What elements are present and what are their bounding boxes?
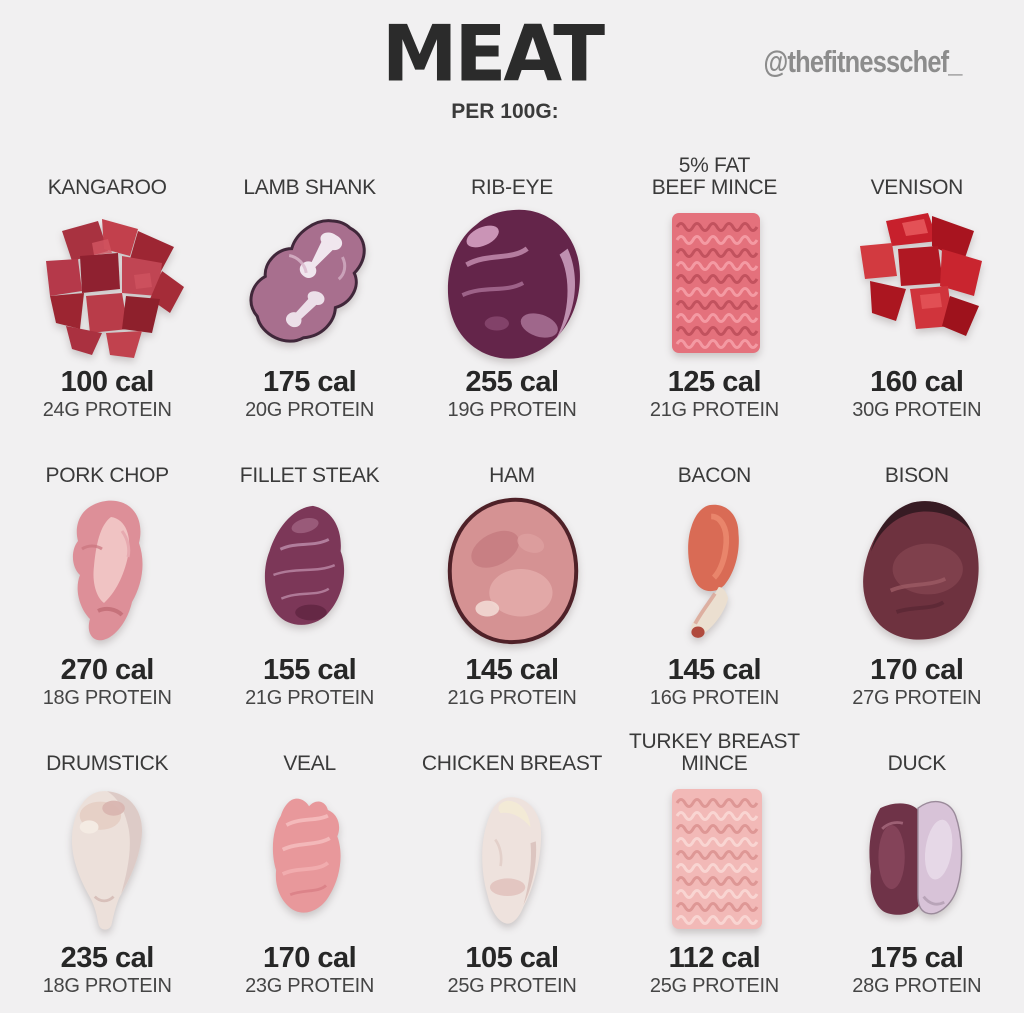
meat-card-fillet-steak: FILLET STEAK 155 cal 21G PROTEIN <box>208 440 410 714</box>
meat-name: LAMB SHANK <box>243 175 376 199</box>
meat-name: 5% FAT BEEF MINCE <box>651 154 778 199</box>
calorie-value: 155 cal <box>262 654 357 686</box>
meat-name: CHICKEN BREAST <box>421 751 603 775</box>
chicken-drumstick-icon <box>72 791 143 930</box>
meat-name: BACON <box>677 463 751 487</box>
ham-slice-icon <box>447 497 579 645</box>
protein-value: 18G PROTEIN <box>42 687 172 709</box>
meat-card-lamb-shank: LAMB SHANK 175 cal 20G PROTEIN <box>208 152 410 426</box>
meat-name: HAM <box>489 463 535 487</box>
meat-card-bacon: BACON 145 cal 16G PROTEIN <box>613 440 815 714</box>
calorie-value: 145 cal <box>465 654 559 686</box>
duck-breast-icon <box>869 800 963 915</box>
meat-card-turkey-mince: TURKEY BREAST MINCE 112 cal 25G PRO <box>613 728 815 1002</box>
meat-card-venison: VENISON 160 cal 30G PROTEIN <box>816 152 1018 426</box>
protein-value: 21G PROTEIN <box>245 687 375 709</box>
protein-value: 21G PROTEIN <box>447 687 577 709</box>
page-title: MEAT <box>381 8 605 99</box>
kangaroo-diced-meat-icon <box>46 219 185 358</box>
protein-value: 30G PROTEIN <box>852 399 982 421</box>
calorie-value: 125 cal <box>667 366 762 398</box>
calorie-value: 112 cal <box>668 942 761 974</box>
bacon-rasher-icon <box>688 504 740 638</box>
chicken-breast-fillet-icon <box>482 797 542 924</box>
meat-name: DUCK <box>887 751 947 775</box>
fillet-steak-icon <box>264 505 344 625</box>
protein-value: 25G PROTEIN <box>447 975 577 997</box>
meat-name: TURKEY BREAST MINCE <box>629 730 800 775</box>
meat-name: VENISON <box>870 175 964 199</box>
meat-card-ham: HAM 145 cal 21G PROTEIN <box>411 440 613 714</box>
bison-steak-icon <box>862 501 979 640</box>
meat-name: RIB-EYE <box>471 175 553 199</box>
meat-name: DRUMSTICK <box>46 751 169 775</box>
calorie-value: 105 cal <box>465 942 559 974</box>
protein-value: 21G PROTEIN <box>649 399 779 421</box>
per-100g-subtitle: PER 100G: <box>451 100 559 124</box>
calorie-value: 145 cal <box>667 654 762 686</box>
calorie-value: 170 cal <box>870 654 964 686</box>
protein-value: 23G PROTEIN <box>245 975 375 997</box>
meat-card-chicken-breast: CHICKEN BREAST 105 cal 25G PROTEIN <box>411 728 613 1002</box>
meat-card-rib-eye: RIB-EYE 255 cal 19G PROTEIN <box>411 152 613 426</box>
venison-chunks-icon <box>859 213 982 336</box>
calorie-value: 255 cal <box>465 366 559 398</box>
calorie-value: 270 cal <box>60 654 155 686</box>
protein-value: 16G PROTEIN <box>649 687 779 709</box>
meat-name: FILLET STEAK <box>239 463 380 487</box>
meat-card-drumstick: DRUMSTICK 235 cal 18G PROTEIN <box>6 728 208 1002</box>
pork-chop-icon <box>73 500 143 641</box>
beef-mince-block-icon <box>672 213 761 353</box>
protein-value: 24G PROTEIN <box>42 399 172 421</box>
meat-card-kangaroo: KANGAROO <box>6 152 208 426</box>
calorie-value: 170 cal <box>262 942 357 974</box>
rib-eye-steak-icon <box>447 209 580 359</box>
protein-value: 19G PROTEIN <box>447 399 577 421</box>
meat-grid: KANGAROO <box>0 152 1024 1002</box>
protein-value: 27G PROTEIN <box>852 687 982 709</box>
meat-card-duck: DUCK 175 cal 28G PROTEIN <box>816 728 1018 1002</box>
meat-name: PORK CHOP <box>45 463 170 487</box>
meat-name: BISON <box>884 463 949 487</box>
protein-value: 20G PROTEIN <box>245 399 375 421</box>
veal-cut-icon <box>272 798 341 913</box>
instagram-handle: @thefitnesschef_ <box>763 44 963 79</box>
calorie-value: 235 cal <box>60 942 155 974</box>
calorie-value: 160 cal <box>870 366 964 398</box>
meat-card-bison: BISON 170 cal 27G PROTEIN <box>816 440 1018 714</box>
meat-card-beef-mince: 5% FAT BEEF MINCE 125 cal 21G PROTE <box>613 152 815 426</box>
meat-card-veal: VEAL 170 cal 23G PROTEIN <box>208 728 410 1002</box>
calorie-value: 175 cal <box>262 366 357 398</box>
meat-name: KANGAROO <box>47 175 167 199</box>
calorie-value: 175 cal <box>870 942 964 974</box>
header: MEAT @thefitnesschef_ PER 100G: <box>0 0 1024 150</box>
turkey-mince-block-icon <box>672 789 763 929</box>
protein-value: 25G PROTEIN <box>649 975 779 997</box>
protein-value: 28G PROTEIN <box>852 975 982 997</box>
calorie-value: 100 cal <box>60 366 155 398</box>
meat-card-pork-chop: PORK CHOP 270 cal 18G PROTEIN <box>6 440 208 714</box>
meat-name: VEAL <box>283 751 336 775</box>
lamb-shank-icon <box>249 219 366 343</box>
protein-value: 18G PROTEIN <box>42 975 172 997</box>
